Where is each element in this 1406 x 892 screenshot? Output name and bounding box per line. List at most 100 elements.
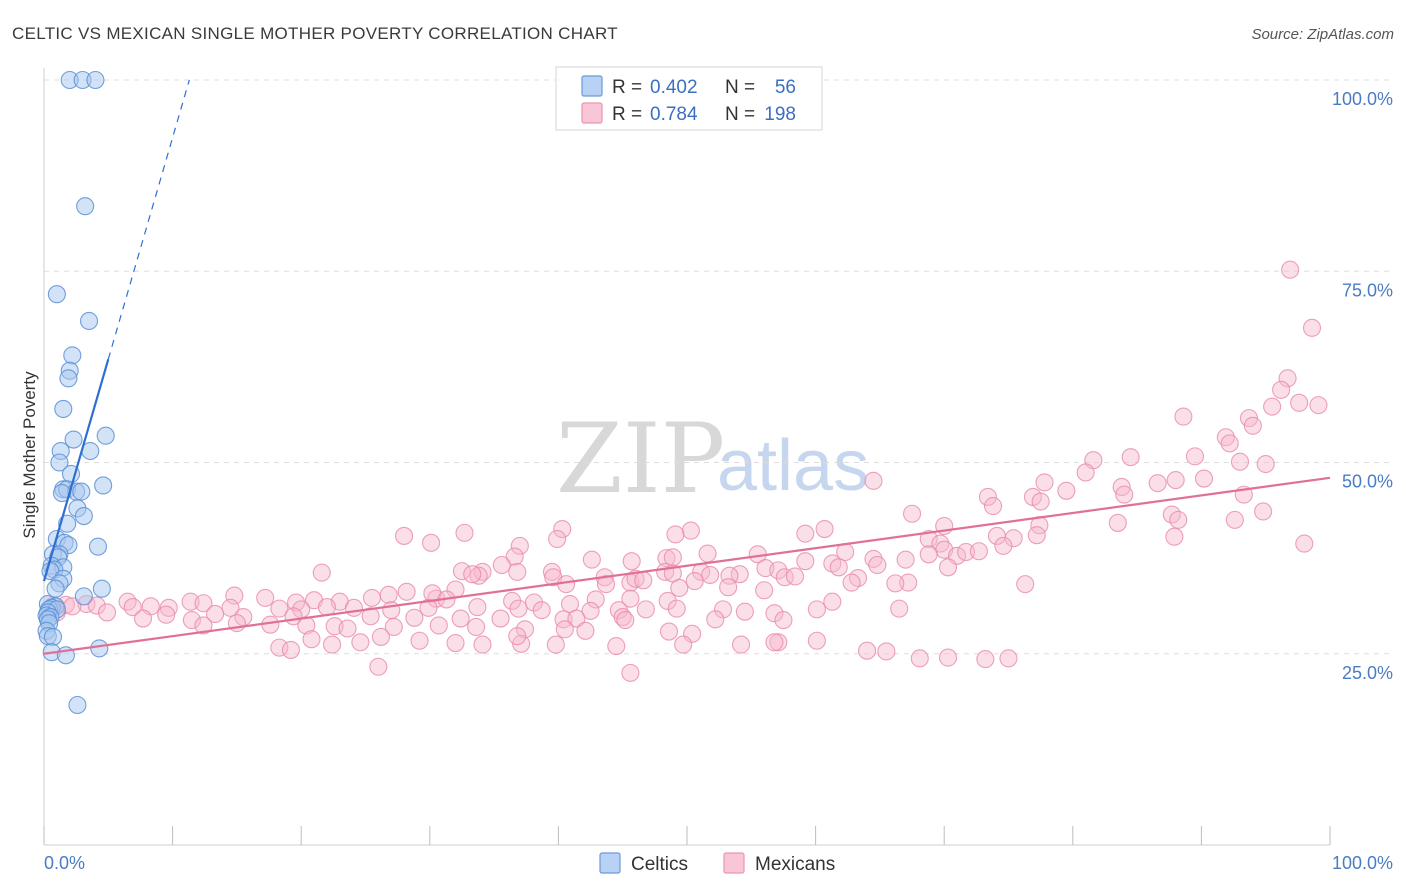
mexicans-point bbox=[1230, 452, 1250, 471]
mexicans-point bbox=[667, 599, 686, 618]
celtics-point bbox=[96, 426, 115, 445]
mexicans-point bbox=[87, 596, 106, 615]
mexicans-point bbox=[270, 638, 289, 657]
mexicans-point bbox=[133, 609, 153, 628]
mexicans-point bbox=[548, 529, 567, 549]
mexicans-point bbox=[636, 600, 655, 619]
celtics-point bbox=[92, 579, 111, 598]
celtics-point bbox=[64, 430, 83, 449]
celtics-point bbox=[94, 476, 113, 495]
legend-n-label-celtics: N = bbox=[725, 77, 755, 98]
mexicans-point bbox=[510, 536, 529, 555]
mexicans-point bbox=[994, 536, 1013, 555]
celtics-point bbox=[74, 587, 93, 606]
mexicans-point bbox=[796, 552, 815, 571]
mexicans-point bbox=[735, 602, 754, 621]
mexicans-point bbox=[1169, 510, 1188, 529]
bottom-legend-label-mexicans: Mexicans bbox=[755, 854, 835, 875]
celtics-point bbox=[54, 399, 73, 419]
celtics-point bbox=[88, 537, 108, 556]
mexicans-point bbox=[765, 604, 784, 623]
mexicans-point bbox=[829, 558, 848, 577]
mexicans-point bbox=[582, 550, 601, 569]
mexicans-point bbox=[553, 520, 572, 539]
legend-n-label-mexicans: N = bbox=[725, 104, 755, 125]
mexicans-point bbox=[194, 594, 213, 613]
mexicans-point bbox=[1290, 393, 1309, 412]
axes bbox=[43, 68, 1331, 846]
mexicans-point bbox=[919, 529, 938, 549]
mexicans-point bbox=[1194, 469, 1214, 488]
mexicans-point bbox=[97, 603, 117, 622]
mexicans-point bbox=[508, 562, 527, 581]
mexicans-point bbox=[621, 663, 640, 682]
mexicans-point bbox=[622, 552, 641, 571]
celtics-point bbox=[74, 506, 93, 526]
mexicans-point bbox=[344, 598, 363, 617]
mexicans-point bbox=[685, 572, 704, 591]
mexicans-point bbox=[508, 627, 527, 646]
mexicans-point bbox=[410, 631, 429, 650]
mexicans-point bbox=[123, 598, 142, 617]
mexicans-point bbox=[1281, 260, 1300, 279]
mexicans-point bbox=[634, 571, 653, 590]
mexicans-point bbox=[1278, 369, 1297, 388]
mexicans-point bbox=[1254, 502, 1273, 521]
mexicans-point bbox=[1225, 510, 1244, 529]
mexicans-point bbox=[323, 635, 342, 654]
celtics-point bbox=[47, 285, 66, 304]
celtics-point bbox=[46, 579, 65, 598]
legend-r-label-mexicans: R = bbox=[612, 104, 642, 125]
mexicans-point bbox=[451, 609, 470, 628]
mexicans-point bbox=[1256, 454, 1275, 474]
legend-n-value-mexicans: 198 bbox=[764, 104, 796, 125]
mexicans-point bbox=[666, 525, 685, 544]
mexicans-point bbox=[902, 504, 922, 523]
mexicans-point bbox=[397, 582, 416, 601]
mexicans-point bbox=[1108, 513, 1127, 532]
mexicans-point bbox=[1165, 527, 1184, 546]
mexicans-point bbox=[446, 633, 465, 653]
mexicans-point bbox=[492, 555, 511, 575]
mexicans-point bbox=[1016, 575, 1035, 594]
mexicans-point bbox=[681, 521, 700, 540]
bottom-legend-swatch-mexicans bbox=[723, 852, 745, 874]
mexicans-point bbox=[473, 635, 492, 654]
mexicans-point bbox=[379, 585, 398, 604]
mexicans-point bbox=[919, 545, 938, 564]
mexicans-point bbox=[1220, 434, 1239, 453]
mexicans-point bbox=[157, 605, 176, 624]
mexicans-point bbox=[815, 520, 834, 539]
mexicans-point bbox=[999, 649, 1018, 668]
legend-swatch-mexicans bbox=[581, 102, 603, 124]
mexicans-point bbox=[976, 650, 995, 669]
mexicans-point bbox=[1174, 407, 1193, 426]
mexicans-point bbox=[469, 566, 488, 585]
mexicans-point bbox=[807, 631, 826, 650]
mexicans-point bbox=[1185, 447, 1205, 466]
gridlines bbox=[44, 79, 1392, 655]
mexicans-point bbox=[1115, 485, 1134, 504]
mexicans-point bbox=[532, 601, 551, 620]
mexicans-point bbox=[1243, 416, 1262, 435]
mexicans-point bbox=[586, 590, 605, 609]
celtics-point bbox=[76, 197, 95, 216]
celtics-point bbox=[72, 482, 91, 501]
series-legend: Celtics Mexicans bbox=[599, 852, 835, 875]
mexicans-point bbox=[395, 526, 414, 545]
x-tick-label: 0.0% bbox=[44, 853, 85, 873]
mexicans-point bbox=[823, 592, 842, 611]
mexicans-point bbox=[405, 608, 424, 627]
mexicans-point bbox=[362, 588, 381, 607]
mexicans-point bbox=[491, 609, 510, 628]
mexicans-point bbox=[1302, 318, 1322, 337]
mexicans-point bbox=[524, 593, 544, 612]
mexicans-point bbox=[769, 633, 788, 652]
mexicans-point bbox=[1004, 529, 1023, 548]
mexicans-point bbox=[731, 635, 751, 654]
mexicans-point bbox=[221, 598, 240, 617]
mexicans-point bbox=[509, 599, 528, 618]
mexicans-point bbox=[713, 600, 733, 619]
mexicans-point bbox=[455, 523, 474, 542]
mexicans-point bbox=[626, 569, 645, 588]
